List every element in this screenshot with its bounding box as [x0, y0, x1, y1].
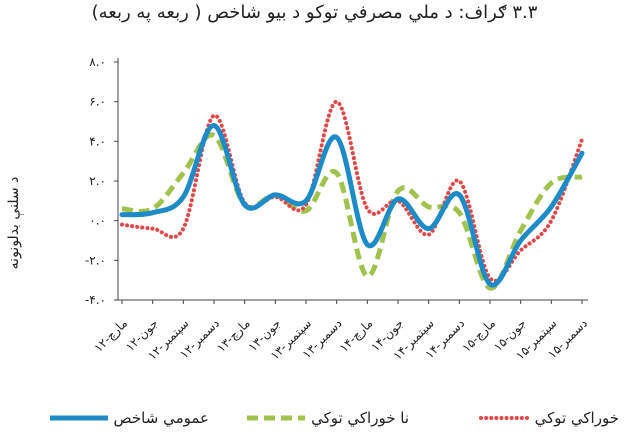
legend-swatch-food — [478, 416, 531, 420]
x-tick-label: مارچ-۱۵ — [459, 316, 498, 355]
y-tick-label: ۶.۰ — [89, 95, 106, 109]
x-tick-label: مارچ-۱۴ — [337, 316, 376, 355]
y-tick-label: -۲.۰ — [85, 253, 106, 267]
series-line-general — [119, 123, 585, 288]
legend-item-nonfood: نا خوراکي توکي — [241, 404, 409, 432]
legend-swatch-nonfood — [247, 415, 306, 421]
legend-item-food: خوراکي توکي — [475, 404, 619, 432]
y-tick-label: -۴.۰ — [85, 293, 106, 307]
x-tick-label: مارچ-۱۲ — [91, 316, 130, 355]
y-tick-label: ۸.۰ — [89, 55, 106, 69]
legend-label-food: خوراکي توکي — [534, 409, 619, 427]
legend-swatch-general — [49, 415, 108, 421]
y-tick-label: ۴.۰ — [89, 134, 106, 148]
y-tick-label: ۰.۰ — [89, 214, 106, 228]
series-line-nonfood — [121, 132, 583, 291]
y-axis-label: د سلنې بدلونونه — [6, 176, 22, 270]
chart-title: ۳.۳ ګراف: د ملي مصرفي توکو د بیو شاخص ( … — [91, 2, 538, 23]
legend-item-general: عمومي شاخص — [44, 404, 209, 432]
legend-label-general: عمومي شاخص — [113, 409, 209, 427]
y-tick-label: ۲.۰ — [89, 174, 106, 188]
legend-label-nonfood: نا خوراکي توکي — [311, 409, 409, 427]
x-tick-label: مارچ-۱۳ — [214, 316, 253, 355]
